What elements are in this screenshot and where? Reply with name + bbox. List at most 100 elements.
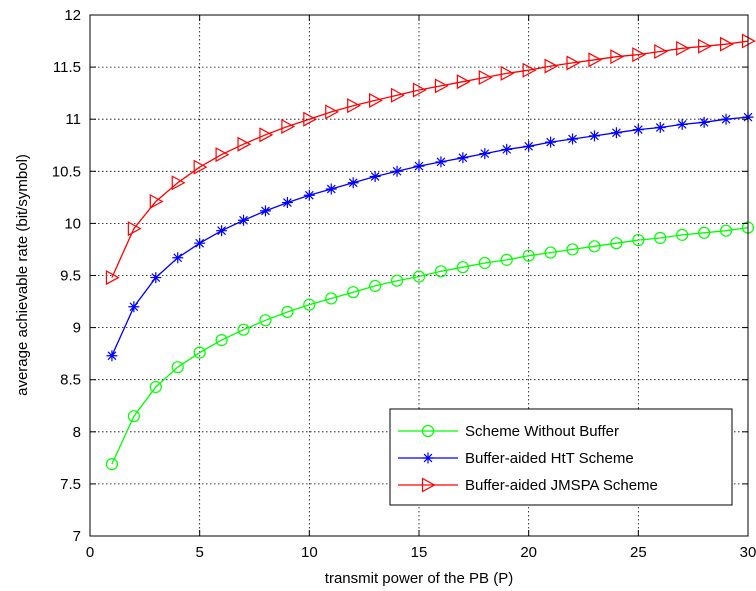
axis-ticks: 0 5 10 15 20 25 30 7 7.5 8 8.5 9 9.5 10 10.5 11 11.5 12 <box>52 7 756 561</box>
x-axis-label: transmit power of the PB (P) <box>325 570 513 587</box>
data-point <box>478 70 493 86</box>
data-point <box>259 127 274 143</box>
legend-box <box>389 408 733 506</box>
y-tick-label: 12 <box>64 7 81 24</box>
data-point <box>237 323 250 336</box>
data-point <box>544 246 557 259</box>
data-point <box>719 36 734 52</box>
data-point <box>149 380 162 394</box>
x-tick-label: 15 <box>411 544 428 561</box>
y-tick-label: 10.5 <box>52 163 81 180</box>
data-point <box>216 225 228 237</box>
legend-marker <box>421 477 436 493</box>
data-point <box>523 140 535 152</box>
data-point <box>522 62 537 78</box>
data-point <box>390 87 405 103</box>
data-point <box>478 256 491 270</box>
data-point <box>369 279 382 293</box>
y-tick-label: 9 <box>73 320 81 337</box>
y-tick-label: 9.5 <box>60 268 81 285</box>
data-point <box>435 156 447 168</box>
data-point <box>325 183 337 195</box>
y-tick-label: 10 <box>64 215 81 232</box>
y-tick-label: 11.5 <box>53 59 81 76</box>
data-point <box>456 74 471 90</box>
series-3 <box>105 33 756 286</box>
x-tick-label: 30 <box>740 544 756 561</box>
data-point <box>566 243 579 256</box>
x-tick-label: 10 <box>301 544 318 561</box>
data-point <box>544 58 559 74</box>
data-point <box>698 38 712 54</box>
data-point <box>172 252 184 264</box>
x-tick-label: 20 <box>520 544 537 561</box>
data-point <box>588 52 603 68</box>
y-tick-label: 7.5 <box>60 476 81 493</box>
data-point <box>412 270 426 283</box>
data-point <box>434 265 448 278</box>
data-point <box>676 118 688 130</box>
data-point <box>105 270 120 286</box>
data-point <box>238 214 250 226</box>
data-point <box>457 152 469 164</box>
data-point <box>127 221 142 237</box>
data-point <box>654 43 669 59</box>
data-point <box>325 104 340 120</box>
data-point <box>194 237 206 249</box>
y-tick-label: 8.5 <box>60 372 81 389</box>
data-point <box>281 305 294 319</box>
data-point <box>347 98 361 114</box>
data-point <box>610 49 625 65</box>
legend-marker <box>422 452 434 464</box>
data-point <box>545 136 557 148</box>
legend-entry-label: Scheme Without Buffer <box>465 423 619 440</box>
data-point <box>632 124 644 136</box>
data-point <box>719 224 733 237</box>
data-point <box>303 189 315 201</box>
data-point <box>391 165 403 177</box>
data-point <box>215 334 228 347</box>
legend-entry-label: Buffer-aided HtT Scheme <box>465 450 634 467</box>
data-point <box>676 228 689 241</box>
data-point <box>588 240 601 253</box>
data-point <box>610 237 623 250</box>
y-tick-label: 8 <box>73 424 81 441</box>
y-tick-label: 7 <box>73 528 81 545</box>
data-point <box>150 272 162 284</box>
data-point <box>566 55 581 71</box>
legend-entry-label: Buffer-aided JMSPA Scheme <box>465 477 658 494</box>
data-point <box>303 111 318 127</box>
data-point <box>632 233 645 247</box>
data-point <box>259 205 271 217</box>
data-point <box>281 118 296 135</box>
series-line <box>111 40 749 278</box>
data-point <box>456 261 469 274</box>
data-point <box>567 133 579 145</box>
data-point <box>434 78 449 94</box>
data-point <box>390 274 404 287</box>
legend: Scheme Without Buffer Buffer-aided HtT Sc… <box>389 408 733 506</box>
data-point <box>500 65 515 81</box>
data-point <box>522 249 535 262</box>
data-point <box>347 177 359 189</box>
data-point <box>128 301 140 313</box>
data-point <box>369 92 383 108</box>
y-tick-label: 11 <box>65 111 81 128</box>
data-point <box>105 458 119 471</box>
x-tick-label: 25 <box>630 544 647 561</box>
data-point <box>369 171 381 183</box>
data-point <box>171 361 184 374</box>
data-point <box>632 47 647 63</box>
data-point <box>654 122 666 134</box>
x-tick-label: 5 <box>195 544 203 561</box>
data-point <box>676 40 690 56</box>
data-point <box>413 160 425 172</box>
data-point <box>215 147 230 163</box>
data-point <box>325 292 338 305</box>
data-point <box>193 159 208 175</box>
data-point <box>149 194 164 210</box>
data-point <box>193 346 206 359</box>
data-point <box>610 127 622 139</box>
series-1 <box>105 221 755 471</box>
